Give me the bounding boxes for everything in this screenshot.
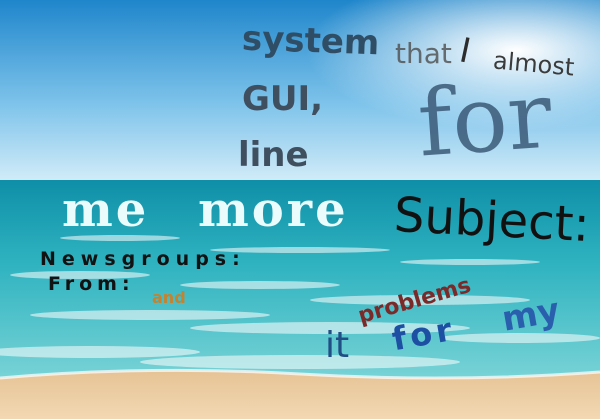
word-subject: Subject: <box>392 186 591 254</box>
word-more: more <box>198 182 349 238</box>
word-line: line <box>238 135 309 175</box>
word-from: From: <box>48 273 135 295</box>
word-and: and <box>152 288 186 307</box>
word-that: that <box>395 37 452 70</box>
word-me: me <box>62 182 150 238</box>
word-for-small: for <box>389 309 459 359</box>
word-my: my <box>498 290 563 340</box>
word-newsgroups: Newsgroups: <box>40 248 246 270</box>
word-system: system <box>241 18 381 64</box>
word-for-large: for <box>414 61 555 178</box>
word-gui: GUI, <box>242 79 324 119</box>
word-it: it <box>325 325 350 366</box>
